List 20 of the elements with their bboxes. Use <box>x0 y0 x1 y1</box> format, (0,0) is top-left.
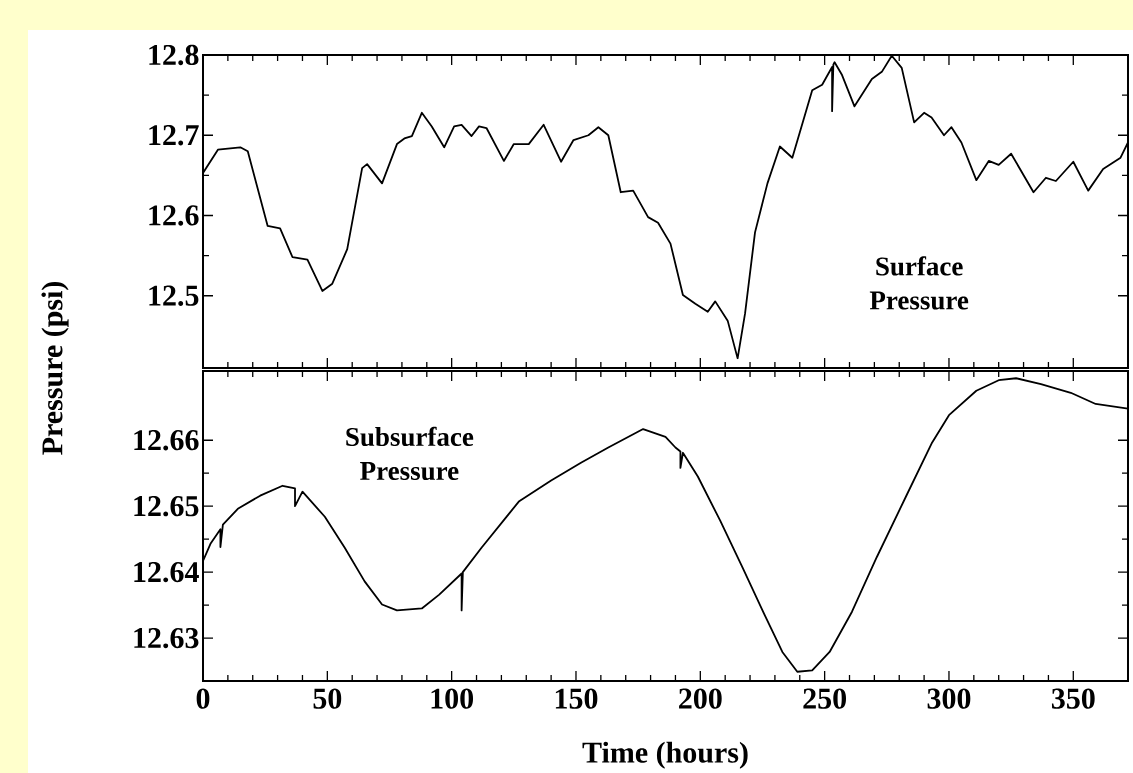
y-axis-title: Pressure (psi) <box>41 281 69 455</box>
y-tick-label: 12.64 <box>134 562 199 583</box>
y-tick-label: 12.66 <box>134 430 199 451</box>
x-tick-label: 50 <box>313 688 342 709</box>
annotation: Surface Pressure <box>869 256 969 310</box>
y-tick-label: 12.65 <box>134 496 199 517</box>
y-tick-label: 12.8 <box>149 44 199 66</box>
x-tick-label: 350 <box>1051 688 1095 709</box>
x-tick-label: 300 <box>927 688 971 709</box>
x-tick-label: 150 <box>555 688 598 709</box>
y-tick-label: 12.63 <box>134 627 199 649</box>
y-tick-label: 12.6 <box>149 205 199 226</box>
y-tick-label: 12.5 <box>149 285 199 306</box>
y-tick-label: 12.7 <box>149 125 199 146</box>
x-tick-label: 250 <box>803 688 847 709</box>
x-tick-label: 200 <box>679 688 722 709</box>
x-tick-label: 0 <box>196 688 210 709</box>
x-tick-label: 100 <box>431 688 474 709</box>
annotation: Subsurface Pressure <box>346 426 474 481</box>
x-axis-title: Time (hours) <box>582 741 748 769</box>
